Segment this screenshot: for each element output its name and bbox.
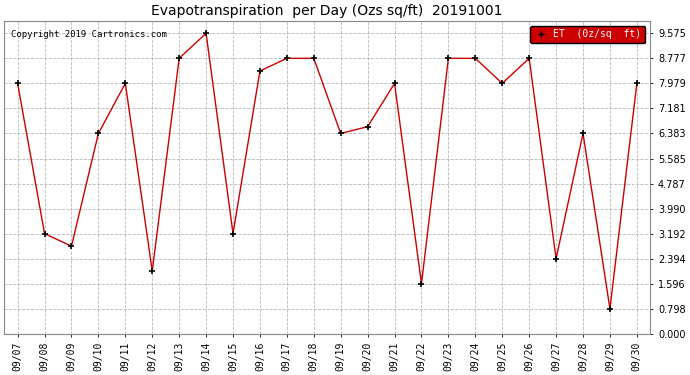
Title: Evapotranspiration  per Day (Ozs sq/ft)  20191001: Evapotranspiration per Day (Ozs sq/ft) 2… [152,4,503,18]
Text: Copyright 2019 Cartronics.com: Copyright 2019 Cartronics.com [10,30,166,39]
Legend: ET  (0z/sq  ft): ET (0z/sq ft) [530,26,645,44]
